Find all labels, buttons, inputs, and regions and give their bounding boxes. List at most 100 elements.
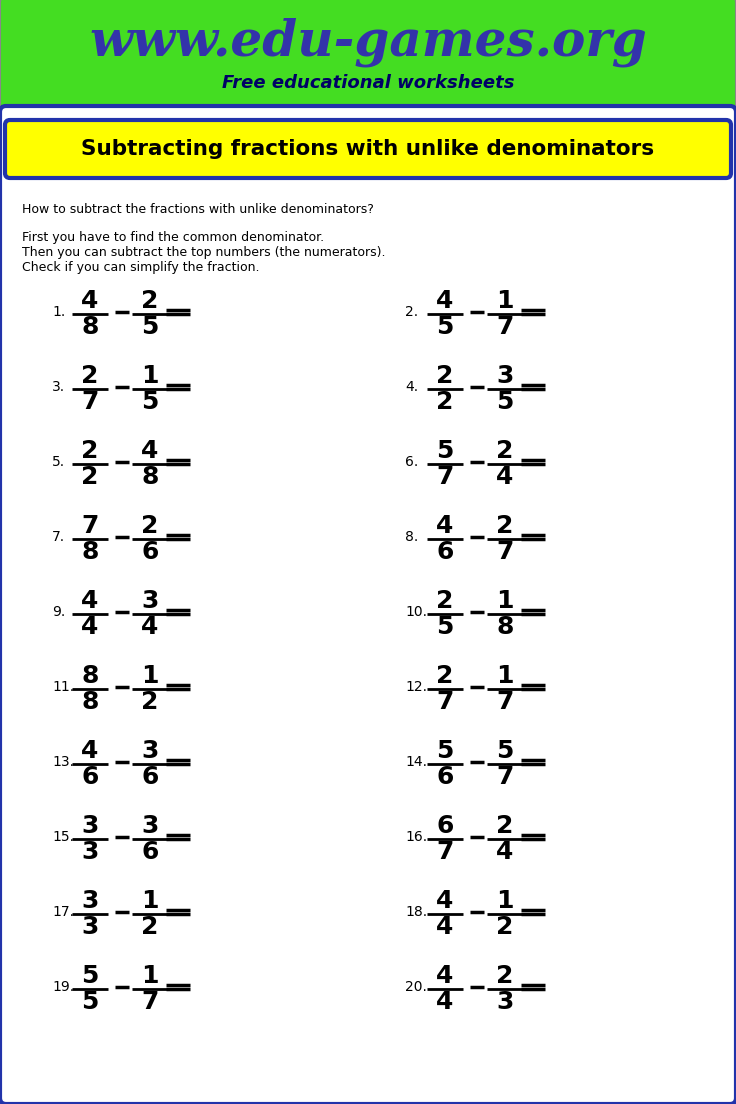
Text: 4: 4: [81, 739, 99, 763]
Text: 20.: 20.: [405, 980, 427, 994]
Text: 2: 2: [496, 514, 514, 538]
Text: 2: 2: [141, 690, 159, 714]
Text: 4: 4: [81, 615, 99, 639]
Text: 2: 2: [436, 590, 453, 613]
Text: Then you can subtract the top numbers (the numerators).: Then you can subtract the top numbers (t…: [22, 246, 386, 259]
Text: 8.: 8.: [405, 530, 418, 544]
Text: 7: 7: [436, 690, 453, 714]
Text: 19.: 19.: [52, 980, 74, 994]
Text: 1: 1: [496, 889, 514, 913]
Text: 2: 2: [436, 390, 453, 414]
Text: 5: 5: [496, 739, 514, 763]
Text: 1: 1: [496, 664, 514, 688]
Text: 5.: 5.: [52, 455, 65, 469]
Text: Free educational worksheets: Free educational worksheets: [222, 74, 514, 92]
Text: 3: 3: [81, 840, 99, 864]
Text: 6: 6: [436, 540, 453, 564]
Text: 5: 5: [436, 315, 453, 339]
Text: 7: 7: [436, 840, 453, 864]
Text: 3: 3: [141, 814, 159, 838]
Text: 5: 5: [141, 390, 159, 414]
Text: 2: 2: [81, 364, 99, 388]
Text: 3: 3: [81, 889, 99, 913]
Text: 8: 8: [81, 664, 99, 688]
Text: Check if you can simplify the fraction.: Check if you can simplify the fraction.: [22, 261, 260, 274]
Text: 6: 6: [81, 765, 99, 789]
Text: 9.: 9.: [52, 605, 66, 619]
Text: 7: 7: [81, 514, 99, 538]
Text: 2: 2: [436, 364, 453, 388]
Text: 6.: 6.: [405, 455, 418, 469]
Text: 13.: 13.: [52, 755, 74, 769]
FancyBboxPatch shape: [0, 0, 736, 112]
Text: 2: 2: [81, 439, 99, 463]
FancyBboxPatch shape: [5, 120, 731, 178]
Text: 8: 8: [141, 465, 159, 489]
Text: 2: 2: [496, 964, 514, 988]
Text: 3.: 3.: [52, 380, 65, 394]
Text: 5: 5: [81, 990, 99, 1013]
Text: 4: 4: [141, 439, 159, 463]
Text: 18.: 18.: [405, 905, 427, 919]
Text: 4: 4: [436, 915, 453, 940]
Text: 4: 4: [436, 289, 453, 314]
Text: 7: 7: [436, 465, 453, 489]
Text: 2.: 2.: [405, 305, 418, 319]
Text: 6: 6: [141, 840, 159, 864]
Text: 8: 8: [496, 615, 514, 639]
Text: 6: 6: [436, 765, 453, 789]
Text: 2: 2: [496, 439, 514, 463]
Text: 1: 1: [496, 590, 514, 613]
Text: 4.: 4.: [405, 380, 418, 394]
Text: 4: 4: [436, 964, 453, 988]
Text: 2: 2: [496, 915, 514, 940]
Text: 16.: 16.: [405, 830, 427, 843]
Text: 2: 2: [141, 514, 159, 538]
Text: 7: 7: [496, 315, 514, 339]
Text: 3: 3: [496, 990, 514, 1013]
Text: www.edu-games.org: www.edu-games.org: [89, 18, 647, 66]
Text: 4: 4: [141, 615, 159, 639]
Text: 5: 5: [436, 739, 453, 763]
Text: 7: 7: [141, 990, 159, 1013]
Text: 6: 6: [141, 765, 159, 789]
Text: 14.: 14.: [405, 755, 427, 769]
Text: 8: 8: [81, 690, 99, 714]
Text: 2: 2: [496, 814, 514, 838]
Text: 7: 7: [81, 390, 99, 414]
Text: 4: 4: [436, 514, 453, 538]
Text: 4: 4: [436, 889, 453, 913]
Text: 2: 2: [81, 465, 99, 489]
Text: 5: 5: [496, 390, 514, 414]
Text: 11.: 11.: [52, 680, 74, 694]
Text: 1.: 1.: [52, 305, 66, 319]
Text: 4: 4: [81, 590, 99, 613]
Text: 2: 2: [436, 664, 453, 688]
Text: 6: 6: [436, 814, 453, 838]
Text: 12.: 12.: [405, 680, 427, 694]
Text: 5: 5: [81, 964, 99, 988]
Text: 1: 1: [141, 664, 159, 688]
Text: 6: 6: [141, 540, 159, 564]
Text: 5: 5: [141, 315, 159, 339]
Text: 4: 4: [496, 465, 514, 489]
Text: 7: 7: [496, 765, 514, 789]
Text: How to subtract the fractions with unlike denominators?: How to subtract the fractions with unlik…: [22, 203, 374, 216]
Text: 4: 4: [436, 990, 453, 1013]
Text: 3: 3: [141, 739, 159, 763]
Text: 1: 1: [141, 364, 159, 388]
Text: 3: 3: [81, 814, 99, 838]
Text: 7: 7: [496, 690, 514, 714]
Text: 15.: 15.: [52, 830, 74, 843]
Text: 1: 1: [141, 889, 159, 913]
Text: 3: 3: [496, 364, 514, 388]
FancyBboxPatch shape: [0, 106, 736, 1104]
Text: 2: 2: [141, 915, 159, 940]
Text: 4: 4: [81, 289, 99, 314]
Text: 5: 5: [436, 439, 453, 463]
Text: 2: 2: [141, 289, 159, 314]
Text: 7: 7: [496, 540, 514, 564]
Text: Subtracting fractions with unlike denominators: Subtracting fractions with unlike denomi…: [82, 139, 654, 159]
Text: 3: 3: [141, 590, 159, 613]
Text: First you have to find the common denominator.: First you have to find the common denomi…: [22, 231, 324, 244]
